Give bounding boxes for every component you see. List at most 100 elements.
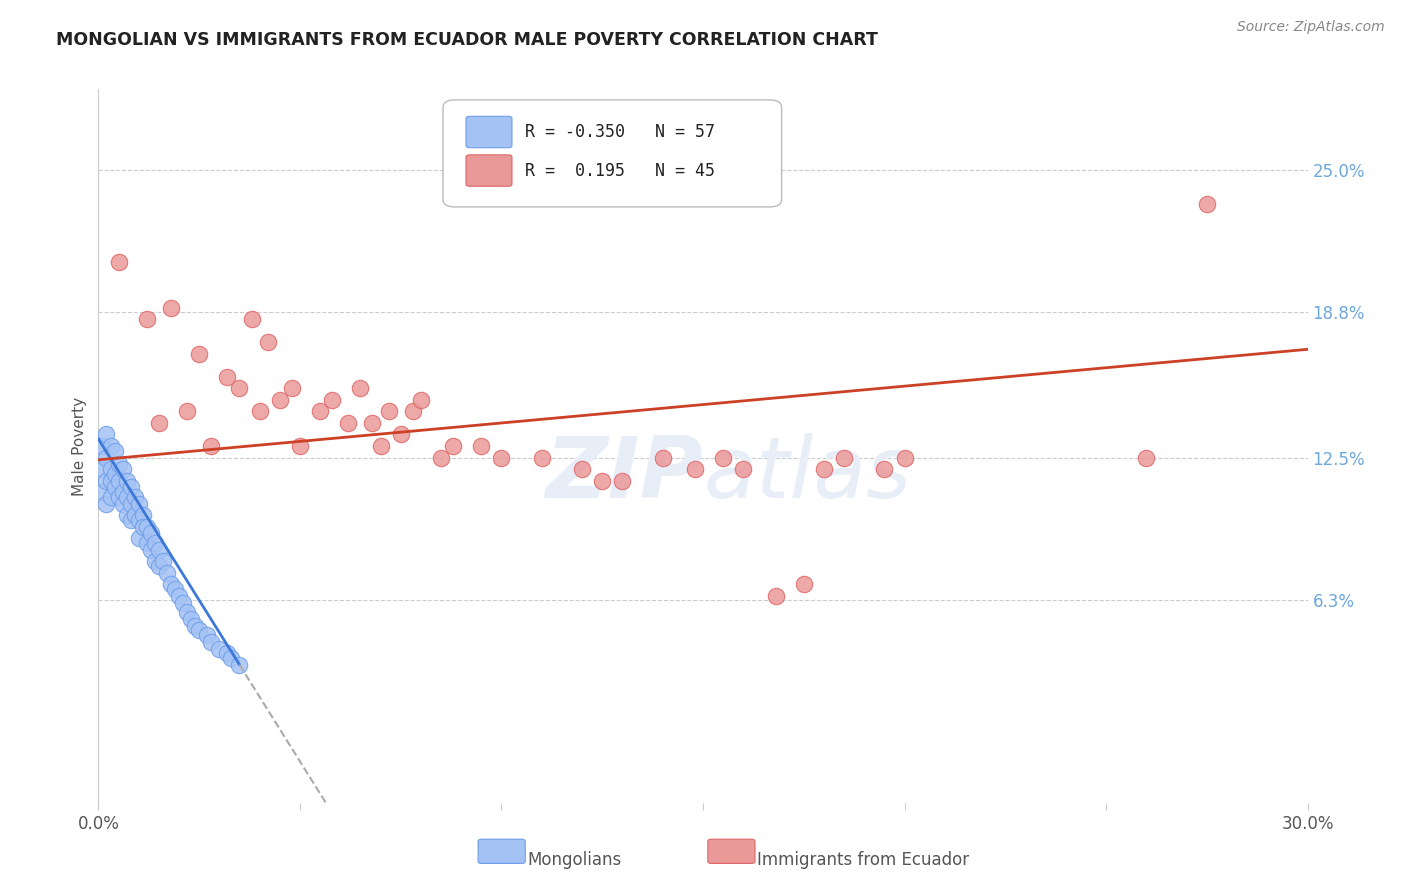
Point [256, 335, 278, 350]
Point [120, 513, 142, 527]
Point [152, 554, 174, 568]
Point [139, 542, 162, 557]
Point [120, 497, 142, 511]
Point [100, 462, 122, 476]
Point [221, 650, 243, 665]
FancyBboxPatch shape [465, 116, 512, 148]
Point [100, 439, 122, 453]
Point [188, 623, 211, 637]
Point [91, 462, 114, 476]
Point [91, 485, 114, 500]
Text: atlas: atlas [703, 433, 911, 516]
Point [124, 490, 146, 504]
Point [402, 404, 425, 418]
Point [128, 497, 150, 511]
Text: MONGOLIAN VS IMMIGRANTS FROM ECUADOR MALE POVERTY CORRELATION CHART: MONGOLIAN VS IMMIGRANTS FROM ECUADOR MAL… [56, 31, 879, 49]
Point [128, 513, 150, 527]
Point [195, 628, 218, 642]
Point [1135, 450, 1157, 465]
Text: Immigrants from Ecuador: Immigrants from Ecuador [758, 851, 970, 870]
Point [441, 439, 464, 453]
Point [143, 554, 166, 568]
Point [111, 462, 134, 476]
Point [135, 312, 157, 326]
Point [91, 439, 114, 453]
Point [103, 467, 125, 481]
Point [96, 497, 118, 511]
Point [470, 439, 492, 453]
Point [228, 381, 250, 395]
FancyBboxPatch shape [443, 100, 782, 207]
Point [249, 404, 271, 418]
Point [200, 439, 222, 453]
Point [176, 605, 198, 619]
Point [873, 462, 896, 476]
Point [115, 474, 138, 488]
Point [160, 301, 183, 315]
Point [361, 416, 384, 430]
Point [208, 641, 231, 656]
Point [148, 542, 170, 557]
Text: Source: ZipAtlas.com: Source: ZipAtlas.com [1237, 20, 1385, 34]
Point [711, 450, 734, 465]
Point [172, 595, 194, 609]
Point [217, 370, 239, 384]
Point [103, 480, 125, 494]
Point [188, 347, 211, 361]
Point [120, 480, 142, 494]
Point [309, 404, 332, 418]
Point [793, 577, 815, 591]
Point [813, 462, 835, 476]
Point [430, 450, 453, 465]
Point [124, 508, 146, 522]
Point [370, 439, 392, 453]
Point [321, 392, 343, 407]
Point [571, 462, 593, 476]
Point [288, 439, 311, 453]
Point [107, 458, 129, 472]
Point [184, 618, 207, 632]
Point [612, 474, 634, 488]
Point [377, 404, 399, 418]
Point [281, 381, 304, 395]
Point [115, 490, 138, 504]
Point [228, 657, 250, 672]
Text: R =  0.195   N = 45: R = 0.195 N = 45 [526, 161, 716, 179]
Point [100, 490, 122, 504]
Point [132, 508, 155, 522]
Point [832, 450, 855, 465]
Point [139, 526, 162, 541]
Point [217, 646, 239, 660]
Point [132, 519, 155, 533]
Point [96, 474, 118, 488]
Point [240, 312, 263, 326]
Point [96, 450, 118, 465]
Point [163, 582, 186, 596]
Point [96, 427, 118, 442]
FancyBboxPatch shape [707, 839, 755, 863]
Point [389, 427, 412, 442]
Point [176, 404, 198, 418]
Point [107, 474, 129, 488]
Point [591, 474, 613, 488]
Point [156, 566, 179, 580]
Point [111, 497, 134, 511]
Point [651, 450, 673, 465]
Point [200, 634, 222, 648]
Point [111, 485, 134, 500]
Point [893, 450, 915, 465]
Point [167, 589, 190, 603]
Point [733, 462, 755, 476]
Point [143, 535, 166, 549]
Point [349, 381, 371, 395]
Point [683, 462, 706, 476]
Point [269, 392, 291, 407]
Point [530, 450, 553, 465]
Point [409, 392, 432, 407]
Point [148, 558, 170, 573]
Point [103, 443, 125, 458]
Point [107, 490, 129, 504]
Point [765, 589, 787, 603]
Text: R = -0.350   N = 57: R = -0.350 N = 57 [526, 123, 716, 141]
Point [160, 577, 183, 591]
